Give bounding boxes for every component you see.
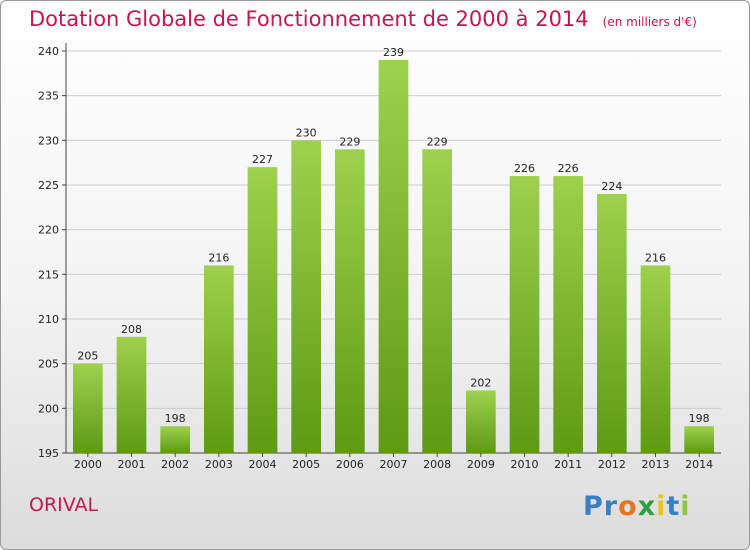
commune-name: ORIVAL	[29, 494, 99, 516]
data-label: 208	[121, 323, 142, 336]
x-tick-label: 2006	[336, 458, 364, 471]
bar-2005	[291, 140, 322, 454]
x-tick-label: 2011	[554, 458, 582, 471]
data-label: 227	[252, 153, 273, 166]
data-label: 229	[339, 135, 360, 148]
data-label: 198	[689, 412, 710, 425]
data-label: 230	[296, 126, 317, 139]
data-label: 226	[514, 162, 535, 175]
bar-2007	[378, 59, 409, 453]
y-tick-label: 230	[38, 134, 59, 147]
x-tick-label: 2012	[598, 458, 626, 471]
y-tick-label: 235	[38, 90, 59, 103]
x-tick-label: 2000	[74, 458, 102, 471]
y-tick-label: 240	[38, 45, 59, 58]
x-tick-label: 2010	[511, 458, 539, 471]
data-label: 229	[427, 135, 448, 148]
x-tick-label: 2014	[685, 458, 713, 471]
y-tick-label: 205	[38, 358, 59, 371]
bar-2009	[465, 390, 496, 453]
data-label: 226	[558, 162, 579, 175]
bar-2002	[160, 426, 191, 453]
bar-2008	[422, 149, 453, 453]
bar-2011	[553, 176, 584, 454]
x-tick-label: 2009	[467, 458, 495, 471]
x-tick-label: 2007	[380, 458, 408, 471]
bar-2000	[72, 363, 103, 453]
logo-letter: P	[583, 491, 604, 522]
data-label: 224	[601, 180, 622, 193]
y-tick-label: 210	[38, 313, 59, 326]
x-tick-label: 2001	[118, 458, 146, 471]
x-tick-label: 2005	[292, 458, 320, 471]
bar-2010	[509, 176, 540, 454]
x-tick-label: 2003	[205, 458, 233, 471]
bar-2001	[116, 336, 147, 453]
logo-letter: i	[680, 491, 691, 522]
y-tick-label: 225	[38, 179, 59, 192]
logo-letter: i	[656, 491, 667, 522]
bar-2003	[203, 265, 234, 453]
x-tick-label: 2004	[249, 458, 277, 471]
y-tick-label: 195	[38, 447, 59, 460]
data-label: 202	[470, 376, 491, 389]
x-tick-label: 2013	[642, 458, 670, 471]
chart-title-text: Dotation Globale de Fonctionnement de 20…	[29, 7, 589, 31]
bar-2012	[596, 193, 627, 453]
data-label: 205	[77, 350, 98, 363]
logo-letter: r	[603, 491, 619, 522]
bars	[72, 59, 715, 454]
bar-2006	[334, 149, 365, 453]
bar-2013	[640, 265, 671, 453]
x-tick-label: 2008	[423, 458, 451, 471]
logo-letter: x	[637, 491, 657, 522]
x-tick-label: 2002	[161, 458, 189, 471]
chart-title: Dotation Globale de Fonctionnement de 20…	[29, 7, 697, 31]
data-label: 216	[208, 251, 229, 264]
logo-letter: t	[666, 491, 681, 522]
data-label: 198	[165, 412, 186, 425]
logo-letter: o	[618, 491, 638, 522]
data-label: 216	[645, 251, 666, 264]
y-tick-label: 200	[38, 402, 59, 415]
chart-unit-label: (en milliers d'€)	[602, 15, 697, 29]
bar-2004	[247, 167, 278, 453]
proxiti-logo[interactable]: Proxiti	[583, 491, 691, 522]
y-tick-label: 215	[38, 268, 59, 281]
labels: 205 208 198 216 227 230 229 239 229 202 226 226 224 2…	[77, 46, 709, 425]
axes: 195 200 205 210 215 220 225 230 235 240 2000 2001 20…	[38, 43, 721, 471]
data-label: 239	[383, 46, 404, 59]
bar-2014	[684, 426, 715, 453]
y-tick-label: 220	[38, 224, 59, 237]
